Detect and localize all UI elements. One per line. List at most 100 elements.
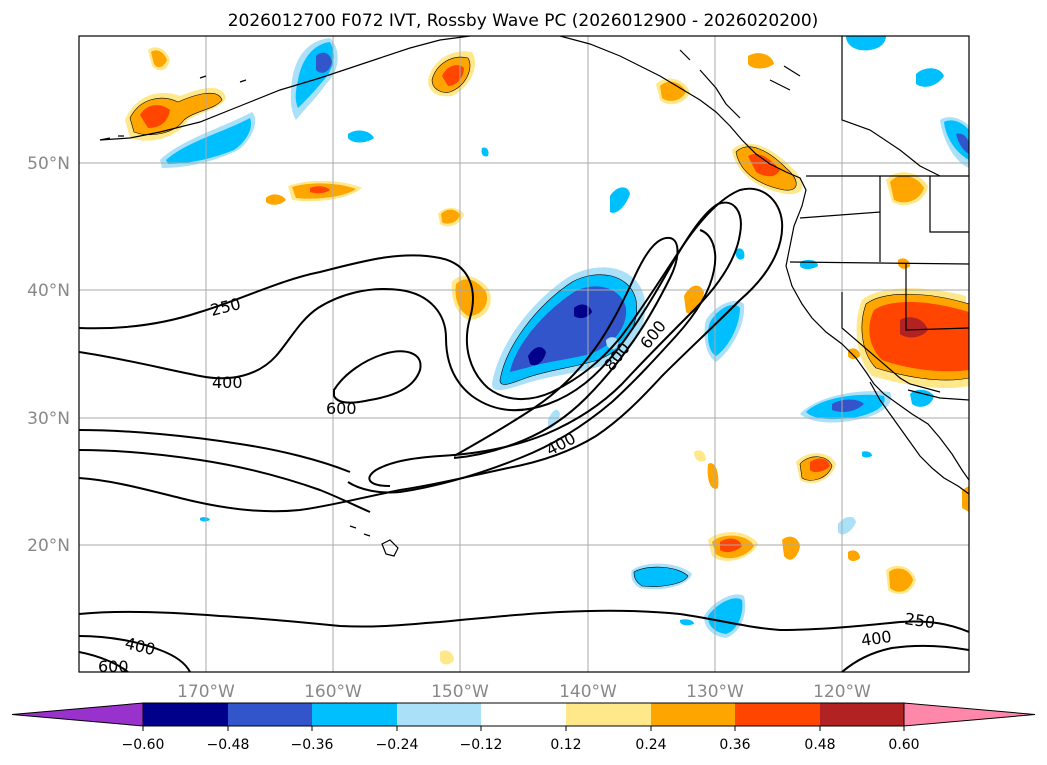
anomaly-neg-trop-8 [606, 337, 619, 350]
anomaly-neg-north-3b [944, 120, 969, 160]
anomaly-neg-trop-7 [548, 409, 560, 429]
anomaly-pos-idaho-b [890, 175, 924, 203]
contour-label-600-a: 600 [326, 399, 357, 418]
anomaly-neg-trop-1b [634, 567, 688, 587]
state-border-2 [789, 261, 969, 265]
cb-tick-4: −0.24 [376, 737, 419, 753]
state-border-6 [905, 264, 969, 331]
anomaly-neg-trop-2b [708, 598, 743, 634]
cb-tick-5: −0.12 [460, 737, 503, 753]
outline-pos-north [431, 56, 471, 93]
lat-label-20: 20°N [27, 536, 70, 556]
lon-label-120w: 120°W [813, 682, 871, 702]
anomaly-neg-main-d [528, 347, 546, 366]
contour-label-400-c: 400 [860, 627, 893, 650]
anomaly-neg-north-3c [956, 133, 969, 154]
colorbar-tick-labels: −0.60 −0.48 −0.36 −0.24 −0.12 0.12 0.24 … [122, 737, 920, 753]
colorbar-arrow-right [903, 702, 1036, 727]
anomaly-pos-sub-9 [848, 550, 860, 561]
colorbar-frame [142, 702, 905, 727]
lat-label-40: 40°N [27, 281, 70, 301]
cb-tick-10: 0.60 [888, 737, 919, 753]
contour-400-upper [79, 201, 742, 487]
baja-coast [869, 381, 969, 495]
contour-tropical-upper [79, 429, 351, 473]
anomaly-neg-socal-2 [910, 389, 934, 407]
cb-tick-1: −0.60 [122, 737, 165, 753]
colorbar-bin-6 [566, 703, 651, 726]
outline-pos-baja [799, 456, 833, 481]
cb-tick-3: −0.36 [291, 737, 334, 753]
anomaly-pos-north-1c [442, 65, 464, 86]
colorbar: −0.60 −0.48 −0.36 −0.24 −0.12 0.12 0.24 … [11, 702, 1036, 753]
anomaly-pos-mid-1c [310, 186, 330, 194]
contour-label-250-b: 250 [903, 609, 936, 632]
anomaly-pos-sub-8 [848, 348, 860, 359]
colorbar-bin-9 [820, 703, 904, 726]
contour-label-400-a: 400 [212, 373, 243, 392]
anomaly-pos-mid-2 [266, 194, 286, 205]
map-frame [78, 35, 970, 673]
outline-neg-main [499, 274, 637, 385]
anomaly-neg-trop-5 [862, 451, 872, 458]
anomaly-neg-gulf-1b [166, 118, 252, 164]
lon-label-140w: 140°W [559, 682, 617, 702]
anomaly-pos-sub-5 [694, 450, 706, 462]
coastlines [99, 36, 969, 557]
anomaly-outlines [129, 56, 969, 587]
anomaly-pos-sub-2 [782, 536, 800, 560]
anomaly-neg-small-4b [708, 304, 740, 356]
outline-neg-trop [633, 566, 689, 587]
anomaly-pos-sub-4 [707, 463, 719, 489]
colorbar-arrow-left [11, 702, 144, 727]
lon-label-170w: 170°W [177, 682, 235, 702]
hawaii-3 [349, 525, 357, 529]
contour-600-inner [333, 350, 422, 404]
colorbar-bin-2 [228, 703, 312, 726]
hawaii-1 [381, 539, 399, 557]
contour-tropical-lower [79, 449, 371, 513]
state-border-4 [929, 176, 969, 233]
anomaly-pos-center-1b [455, 279, 488, 316]
contour-label-600-c: 600 [98, 657, 129, 676]
anomaly-pos-coast-n1b [660, 81, 686, 101]
anomaly-neg-socal-c [832, 399, 864, 412]
colorbar-bin-5 [481, 703, 566, 726]
hawaii-2 [363, 533, 371, 537]
cb-tick-6: 0.12 [550, 737, 581, 753]
contour-800 [453, 236, 679, 459]
anomaly-neg-small-2 [481, 147, 489, 157]
state-border-5 [841, 292, 941, 393]
colorbar-bin-4 [397, 703, 481, 726]
colorbar-bin-1 [143, 703, 228, 726]
anomaly-pos-coast-n2 [748, 53, 774, 69]
anomaly-neg-north-2 [916, 68, 944, 87]
anomaly-pos-mid-3b [441, 209, 460, 224]
alaska-coast-2 [559, 36, 969, 481]
lon-label-150w: 150°W [431, 682, 489, 702]
canada-border-vertical [841, 36, 941, 177]
contour-400-bottom [79, 635, 191, 672]
longitude-labels: 170°W 160°W 150°W 140°W 130°W 120°W [177, 682, 871, 702]
anomaly-pos-baja-c [810, 458, 830, 473]
latitude-labels: 50°N 40°N 30°N 20°N [27, 154, 70, 556]
colorbar-bin-8 [735, 703, 820, 726]
anomaly-neg-trop-3 [680, 619, 694, 626]
lon-label-160w: 160°W [304, 682, 362, 702]
anomaly-pos-west-1b [151, 50, 167, 68]
colorbar-bin-3 [312, 703, 397, 726]
anomaly-pos-sub-7 [440, 650, 454, 665]
contour-400-band [347, 229, 717, 494]
lon-label-130w: 130°W [686, 682, 744, 702]
anomaly-pos-southwest-d [900, 317, 928, 338]
anomaly-pos-sub-3b [889, 568, 913, 592]
outline-pos-bc [735, 146, 797, 191]
cb-tick-9: 0.48 [804, 737, 835, 753]
figure-title: 2026012700 F072 IVT, Rossby Wave PC (202… [228, 11, 819, 31]
colorbar-bin-7 [651, 703, 735, 726]
anomaly-pos-coast-bc-c [748, 153, 780, 177]
cb-tick-2: −0.48 [207, 737, 250, 753]
anomaly-pos-alaska-gulf-peak [140, 105, 170, 128]
anomaly-pos-southwest-c [869, 301, 969, 372]
